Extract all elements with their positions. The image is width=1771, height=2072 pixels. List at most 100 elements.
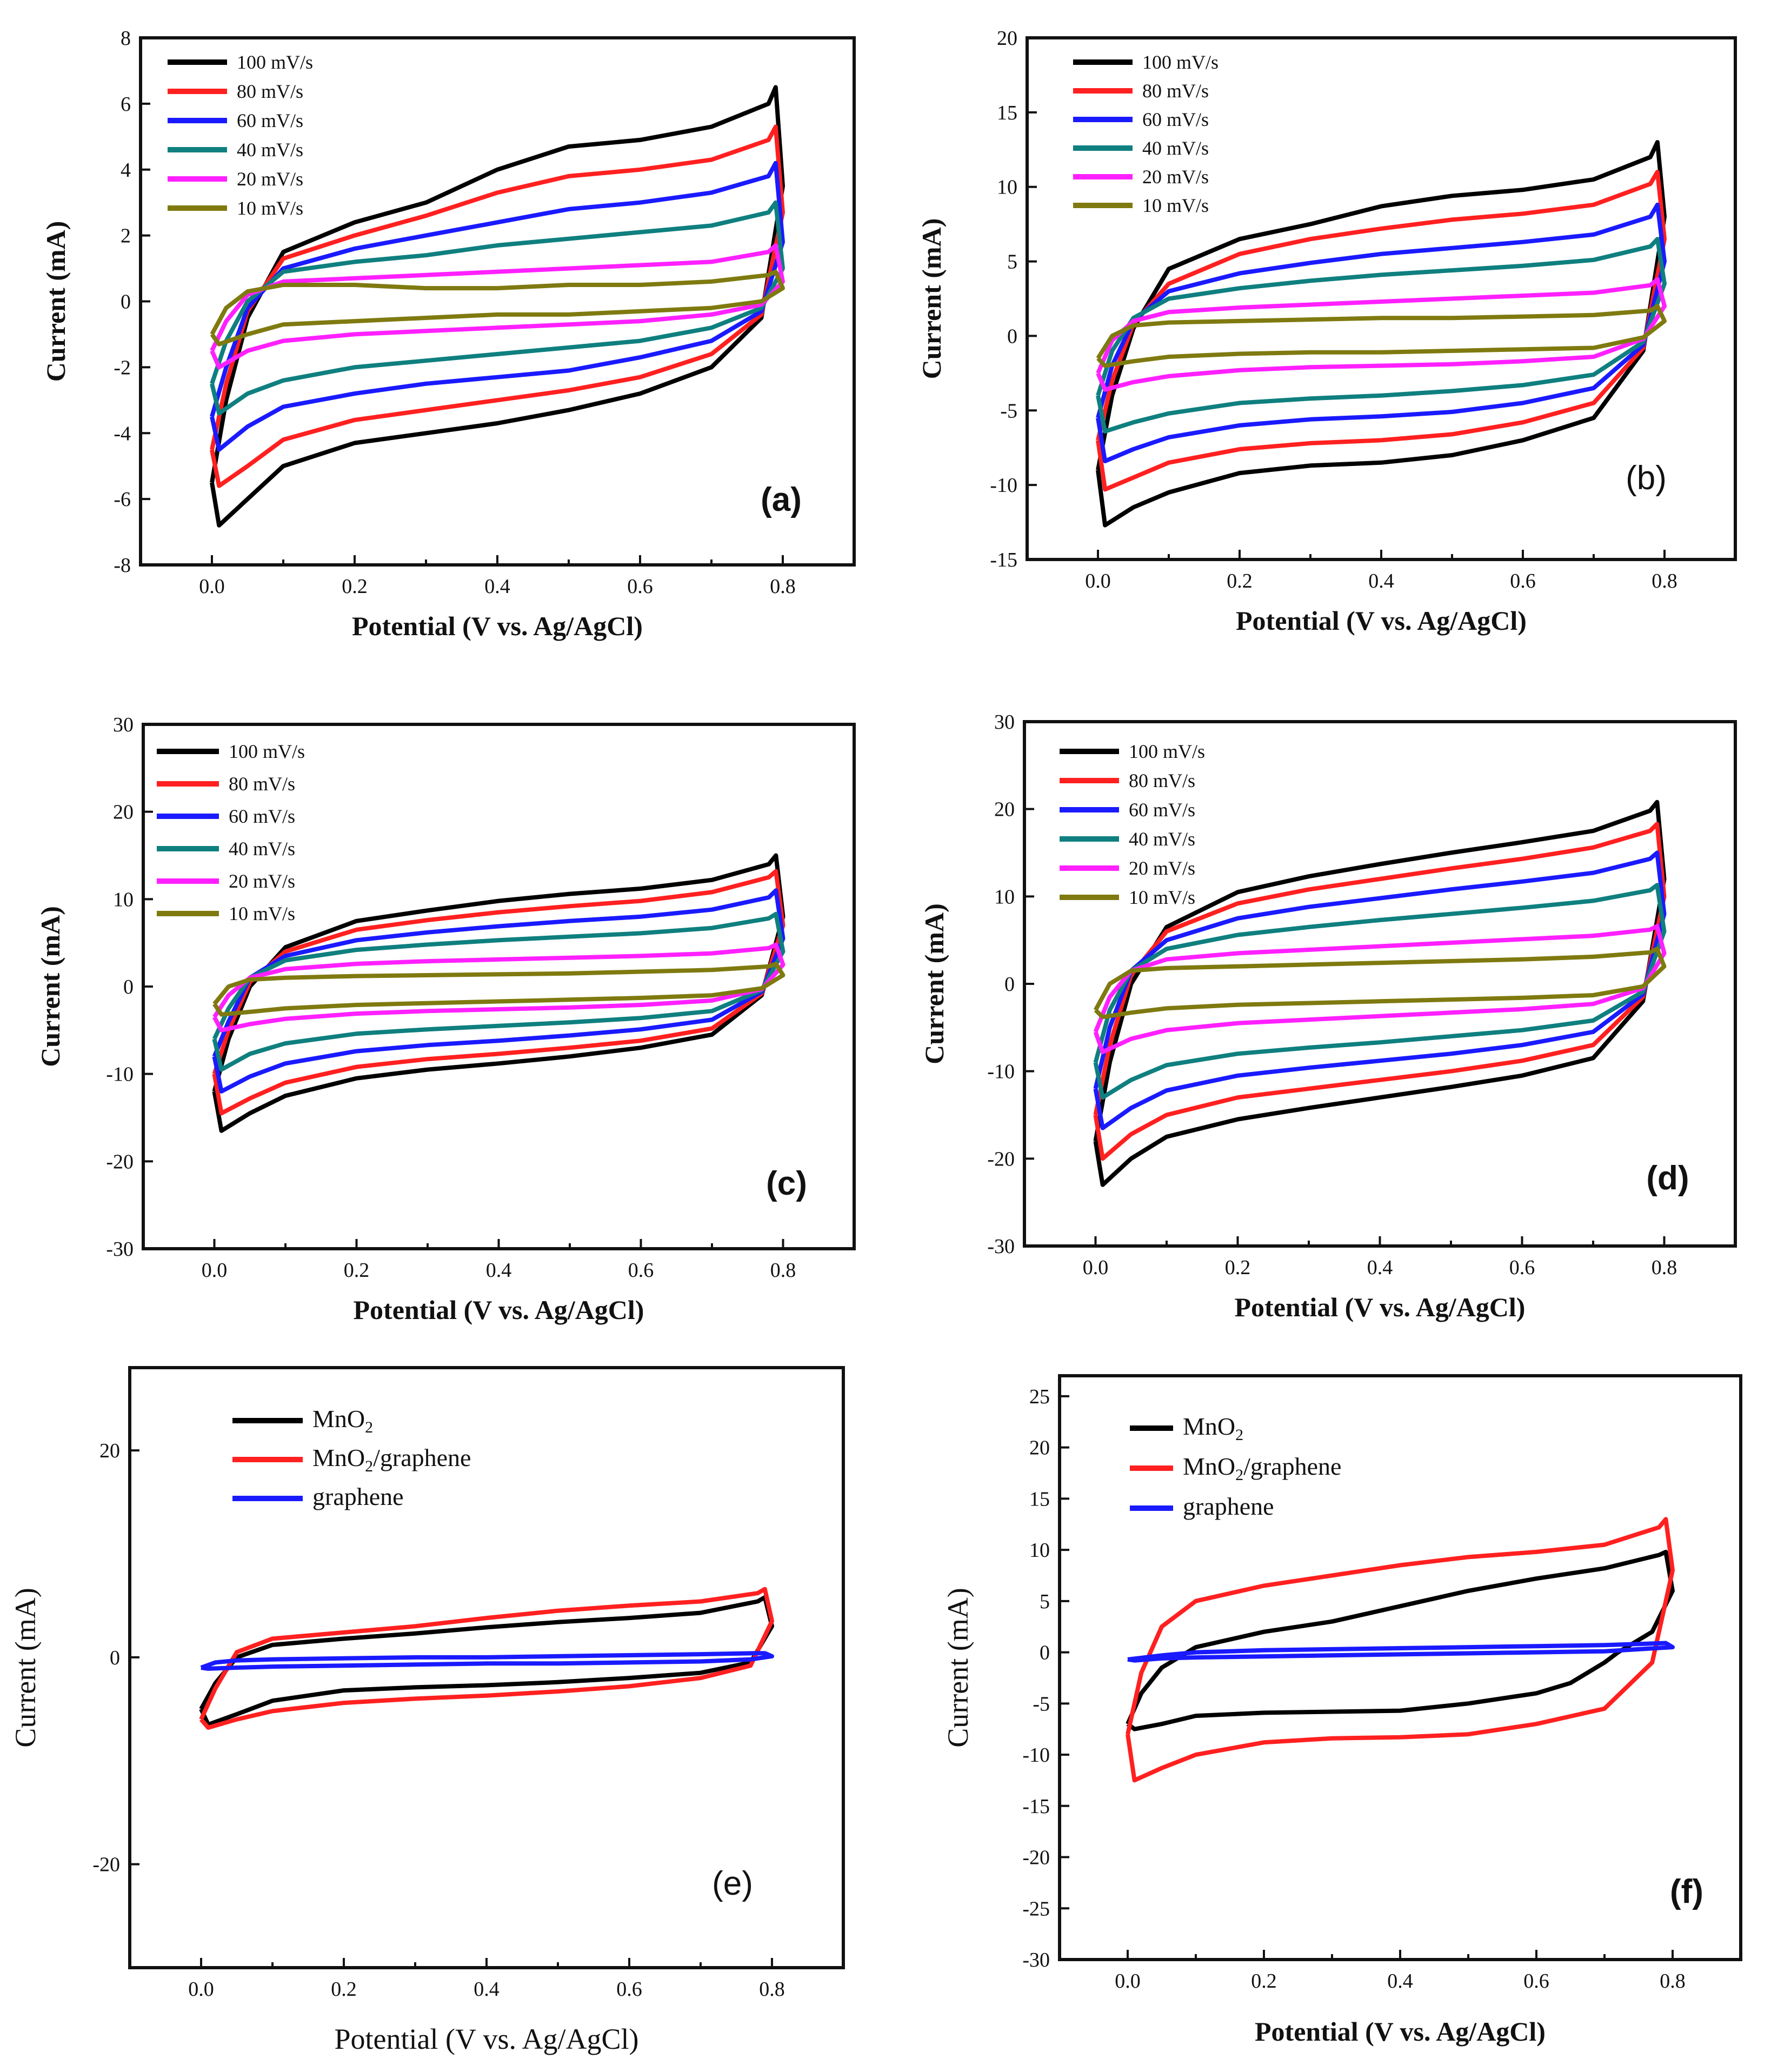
legend-label: 10 mV/s <box>1142 195 1209 216</box>
cv-curve-80-mv-s <box>1093 822 1667 1161</box>
y-tick-label: 0 <box>123 976 134 998</box>
legend-label: 10 mV/s <box>229 903 295 924</box>
legend-label: 20 mV/s <box>1129 857 1195 879</box>
x-tick-label: 0.0 <box>199 575 225 598</box>
y-tick-label: 8 <box>121 27 131 50</box>
panel-label: (d) <box>1646 1160 1689 1197</box>
cv-curve-80-mv-s <box>212 869 785 1116</box>
cv-curve-40-mv-s <box>1093 883 1667 1100</box>
legend-label: MnO2 <box>312 1405 373 1436</box>
cv-curve-graphene <box>200 1651 774 1671</box>
cv-curve-mno2 <box>1126 1549 1675 1731</box>
legend-label: 40 mV/s <box>229 838 295 860</box>
legend-label: 100 mV/s <box>1129 741 1205 762</box>
y-tick-label: 10 <box>997 176 1017 199</box>
x-tick-label: 0.2 <box>342 575 368 598</box>
cv-curve-40-mv-s <box>212 911 785 1072</box>
x-tick-label: 0.0 <box>202 1259 228 1282</box>
cv-curve-20-mv-s <box>1096 277 1667 392</box>
panel-b: 0.0 0.2 0.4 0.6 0.8 -15 -10 -5 0 5 10 15 20 Potential… <box>916 27 1737 636</box>
y-tick-label: -10 <box>106 1063 134 1086</box>
legend-label: 20 mV/s <box>237 168 303 190</box>
y-tick-label: 15 <box>997 102 1017 124</box>
x-tick-label: 0.4 <box>1387 1970 1413 1993</box>
cv-curve-10-mv-s <box>1093 947 1667 1020</box>
y-tick-label: 0 <box>1004 973 1015 996</box>
y-tick-label: -10 <box>1022 1744 1050 1767</box>
legend-label: 60 mV/s <box>1142 109 1209 130</box>
cv-curve-60-mv-s <box>210 161 785 452</box>
legend-label: 20 mV/s <box>1142 166 1209 188</box>
legend-label: 60 mV/s <box>229 805 295 827</box>
legend-label: 60 mV/s <box>1129 799 1195 821</box>
legend-label: 10 mV/s <box>237 197 303 219</box>
x-tick-label: 0.8 <box>770 575 796 598</box>
x-tick-label: 0.0 <box>1085 570 1111 592</box>
y-tick-label: -25 <box>1022 1897 1050 1920</box>
y-tick-label: 10 <box>113 888 134 911</box>
y-tick-label: -20 <box>1022 1847 1050 1869</box>
cv-curve-20-mv-s <box>210 243 785 370</box>
y-tick-label: 20 <box>1029 1437 1050 1460</box>
panel-e: 0.0 0.2 0.4 0.6 0.8 -20 0 20 Potential (V vs. Ag… <box>9 1366 845 2055</box>
cv-curve-10-mv-s <box>210 269 785 347</box>
y-axis-label: Current (mA) <box>916 218 947 379</box>
cv-curve-20-mv-s <box>212 942 785 1032</box>
cv-curve-60-mv-s <box>1093 850 1667 1130</box>
legend-label: 40 mV/s <box>237 139 303 161</box>
panel-label: (e) <box>712 1865 753 1902</box>
cv-curve-mno2-graphene <box>199 1587 774 1730</box>
x-tick-label: 0.8 <box>1660 1970 1686 1993</box>
y-axis-label: Current (mA) <box>919 903 949 1064</box>
panel-f: 0.0 0.2 0.4 0.6 0.8 -30 -25 -20 -15 -10 -5 0 5 10 15 20… <box>942 1374 1742 2047</box>
x-tick-label: 0.0 <box>1083 1256 1109 1279</box>
x-tick-label: 0.4 <box>1367 1256 1393 1279</box>
legend-label: MnO2/graphene <box>312 1444 471 1475</box>
y-tick-label: -20 <box>106 1150 134 1173</box>
cv-curve-10-mv-s <box>212 962 785 1017</box>
legend-label-tail: /graphene <box>1243 1453 1341 1480</box>
y-tick-label: 5 <box>1040 1590 1050 1613</box>
legend-label-main: MnO <box>312 1405 365 1433</box>
legend-label-main: MnO <box>1183 1453 1235 1480</box>
cv-curve-60-mv-s <box>1096 202 1667 463</box>
y-tick-label: 0 <box>1040 1642 1050 1664</box>
legend-label: 40 mV/s <box>1142 137 1209 159</box>
x-tick-label: 0.8 <box>770 1259 796 1282</box>
cv-curve-graphene <box>1127 1641 1675 1663</box>
legend-label: 80 mV/s <box>229 773 295 795</box>
cv-curve-40-mv-s <box>210 200 785 416</box>
y-tick-label: 10 <box>1029 1539 1050 1562</box>
x-tick-label: 0.0 <box>1115 1970 1141 1993</box>
x-axis-label: Potential (V vs. Ag/AgCl) <box>352 611 643 641</box>
x-tick-label: 0.8 <box>1652 570 1677 592</box>
y-tick-label: -10 <box>990 474 1017 497</box>
y-tick-label: -30 <box>1022 1949 1050 1971</box>
y-tick-label: 0 <box>110 1647 120 1669</box>
y-tick-label: -20 <box>92 1854 120 1876</box>
cv-curve-20-mv-s <box>1093 924 1667 1055</box>
x-tick-label: 0.6 <box>1523 1970 1549 1993</box>
y-tick-label: 10 <box>994 885 1015 908</box>
y-tick-label: 20 <box>99 1440 120 1462</box>
panel-c: 0.0 0.2 0.4 0.6 0.8 -30 -20 -10 0 10 20 30 Potential… <box>35 714 856 1325</box>
y-tick-label: 0 <box>1007 325 1017 348</box>
y-tick-label: -4 <box>114 422 131 445</box>
y-tick-label: -30 <box>106 1238 134 1261</box>
legend-label: 10 mV/s <box>1129 887 1195 908</box>
x-tick-label: 0.8 <box>759 1978 785 2001</box>
x-tick-label: 0.6 <box>627 575 653 598</box>
legend-label: 40 mV/s <box>1129 828 1195 850</box>
legend-label-sub: 2 <box>1235 1426 1243 1444</box>
legend-label: 100 mV/s <box>237 51 313 73</box>
y-axis-label: Current (mA) <box>9 1588 42 1747</box>
panel-label: (b) <box>1626 459 1667 497</box>
y-tick-label: -2 <box>114 356 131 379</box>
x-tick-label: 0.2 <box>1225 1256 1251 1279</box>
cv-curve-100-mv-s <box>210 85 785 528</box>
legend-label-sub: 2 <box>1235 1466 1243 1484</box>
cv-curve-80-mv-s <box>1096 170 1667 492</box>
legend-label-tail: /graphene <box>373 1444 471 1471</box>
y-axis-label: Current (mA) <box>35 906 65 1067</box>
